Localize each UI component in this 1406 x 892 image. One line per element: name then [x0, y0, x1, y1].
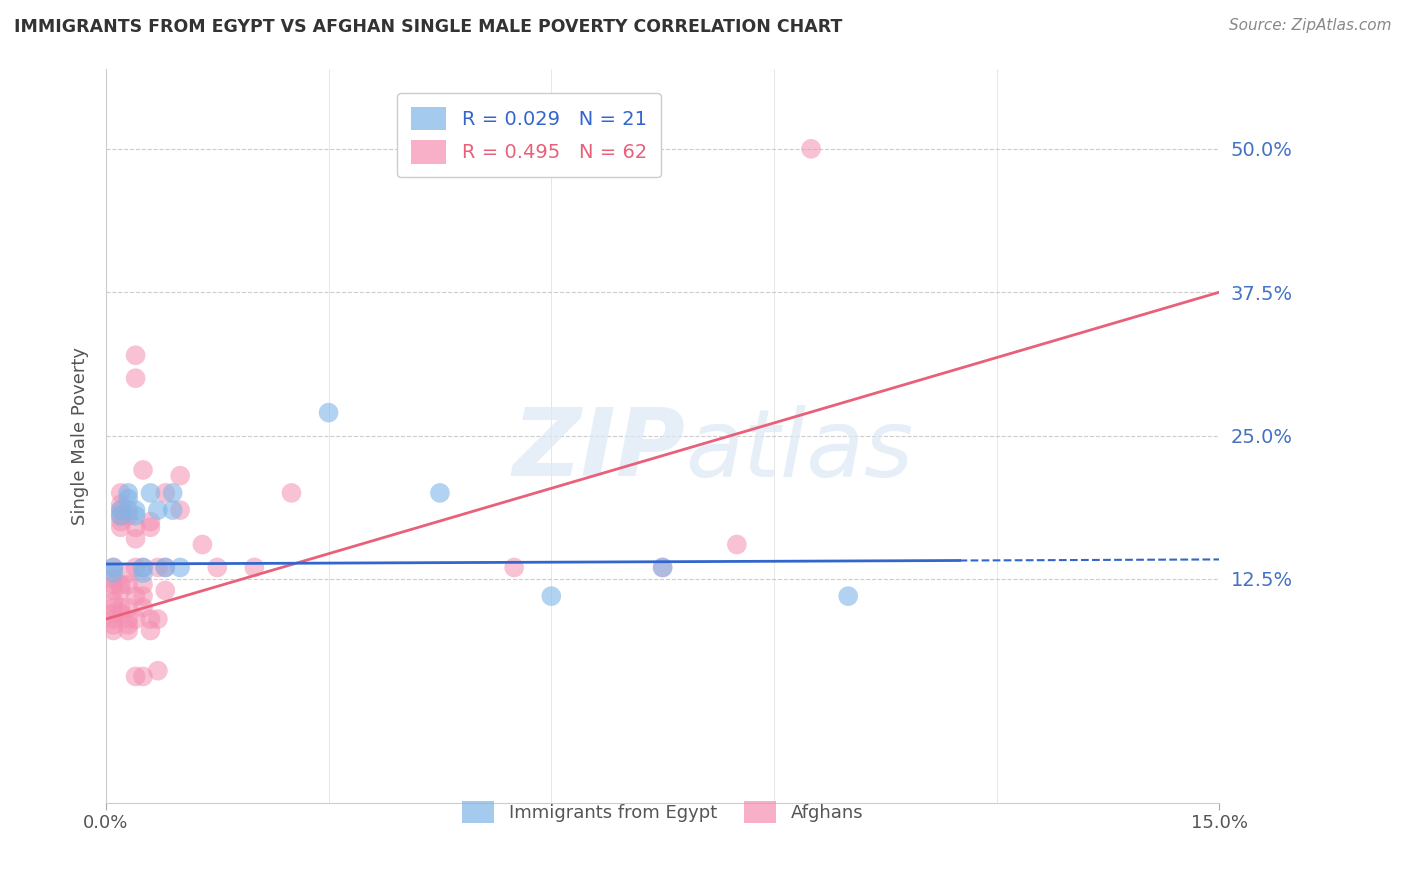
Point — [132, 589, 155, 603]
Point — [169, 560, 191, 574]
Point — [318, 406, 340, 420]
Point — [110, 583, 132, 598]
Point — [139, 486, 162, 500]
Point — [110, 508, 132, 523]
Point — [124, 532, 146, 546]
Point — [139, 612, 162, 626]
Point — [139, 520, 162, 534]
Point — [155, 583, 177, 598]
Point — [117, 617, 139, 632]
Point — [162, 503, 184, 517]
Point — [132, 577, 155, 591]
Point — [110, 486, 132, 500]
Point — [124, 589, 146, 603]
Point — [110, 503, 132, 517]
Point — [110, 577, 132, 591]
Point — [132, 463, 155, 477]
Text: Source: ZipAtlas.com: Source: ZipAtlas.com — [1229, 18, 1392, 33]
Point — [155, 486, 177, 500]
Point — [146, 664, 169, 678]
Point — [132, 566, 155, 581]
Point — [132, 669, 155, 683]
Y-axis label: Single Male Poverty: Single Male Poverty — [72, 347, 89, 524]
Point — [117, 624, 139, 638]
Text: atlas: atlas — [685, 405, 912, 496]
Point — [124, 348, 146, 362]
Point — [103, 566, 125, 581]
Point — [117, 566, 139, 581]
Point — [243, 560, 266, 574]
Point — [124, 560, 146, 574]
Point — [155, 560, 177, 574]
Point — [139, 624, 162, 638]
Point — [117, 612, 139, 626]
Point — [103, 595, 125, 609]
Point — [110, 600, 132, 615]
Point — [117, 486, 139, 500]
Point — [103, 583, 125, 598]
Point — [132, 560, 155, 574]
Point — [191, 537, 214, 551]
Point — [103, 612, 125, 626]
Point — [103, 607, 125, 621]
Point — [110, 520, 132, 534]
Point — [132, 560, 155, 574]
Point — [162, 486, 184, 500]
Point — [103, 560, 125, 574]
Point — [169, 468, 191, 483]
Point — [110, 503, 132, 517]
Point — [117, 491, 139, 506]
Point — [169, 503, 191, 517]
Point — [146, 612, 169, 626]
Point — [146, 560, 169, 574]
Point — [651, 560, 673, 574]
Point — [800, 142, 823, 156]
Point — [503, 560, 526, 574]
Point — [540, 589, 562, 603]
Point — [725, 537, 748, 551]
Point — [110, 497, 132, 511]
Point — [103, 624, 125, 638]
Point — [103, 572, 125, 586]
Point — [124, 520, 146, 534]
Point — [280, 486, 302, 500]
Point — [110, 508, 132, 523]
Point — [103, 560, 125, 574]
Legend: Immigrants from Egypt, Afghans: Immigrants from Egypt, Afghans — [454, 794, 870, 830]
Point — [117, 503, 139, 517]
Point — [117, 577, 139, 591]
Point — [651, 560, 673, 574]
Point — [124, 669, 146, 683]
Text: ZIP: ZIP — [512, 404, 685, 496]
Point — [117, 600, 139, 615]
Point — [110, 607, 132, 621]
Point — [103, 577, 125, 591]
Point — [124, 503, 146, 517]
Point — [103, 600, 125, 615]
Point — [124, 612, 146, 626]
Point — [837, 589, 859, 603]
Point — [146, 503, 169, 517]
Point — [110, 515, 132, 529]
Point — [155, 560, 177, 574]
Point — [207, 560, 229, 574]
Point — [117, 508, 139, 523]
Point — [124, 371, 146, 385]
Point — [139, 515, 162, 529]
Point — [103, 617, 125, 632]
Point — [132, 600, 155, 615]
Text: IMMIGRANTS FROM EGYPT VS AFGHAN SINGLE MALE POVERTY CORRELATION CHART: IMMIGRANTS FROM EGYPT VS AFGHAN SINGLE M… — [14, 18, 842, 36]
Point — [124, 508, 146, 523]
Point — [429, 486, 451, 500]
